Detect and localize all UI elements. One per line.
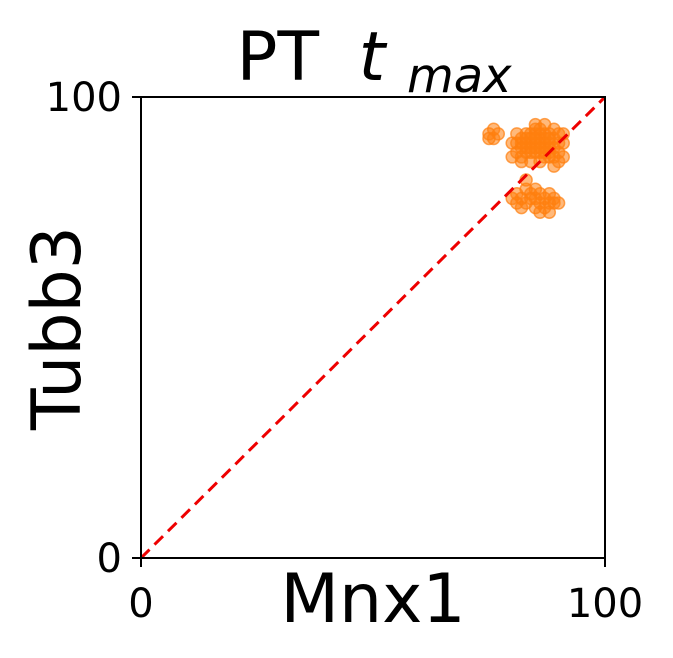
x-tick-label-1: 100 [567, 581, 643, 627]
y-axis: 0 100 Tubb3 [18, 75, 141, 582]
y-axis-label: Tubb3 [18, 226, 97, 431]
scatter-point [551, 196, 566, 210]
y-tick-label-0: 0 [97, 536, 122, 582]
chart-title-var: t [359, 18, 388, 97]
reference-line [139, 95, 607, 560]
x-tick-label-0: 0 [128, 581, 153, 627]
plot-area [140, 96, 606, 559]
x-axis-label: Mnx1 [280, 560, 465, 639]
chart-title-sub: max [407, 48, 512, 104]
scatter-point [505, 150, 519, 164]
x-axis: 0 100 Mnx1 [128, 558, 643, 639]
scatter-point [528, 182, 543, 196]
scatter-point [542, 131, 557, 146]
y-tick-label-1: 100 [46, 75, 122, 121]
chart-title-main: PT [236, 18, 319, 97]
scatter-point [510, 127, 524, 141]
scatter-point [482, 131, 496, 146]
scatter-point [537, 117, 552, 132]
scatter-point [551, 154, 566, 169]
scatter-point [505, 191, 519, 206]
scatter-point [528, 131, 543, 146]
chart-title: PT t max [236, 18, 512, 104]
data-points [482, 117, 570, 219]
scatter-point [533, 205, 547, 219]
